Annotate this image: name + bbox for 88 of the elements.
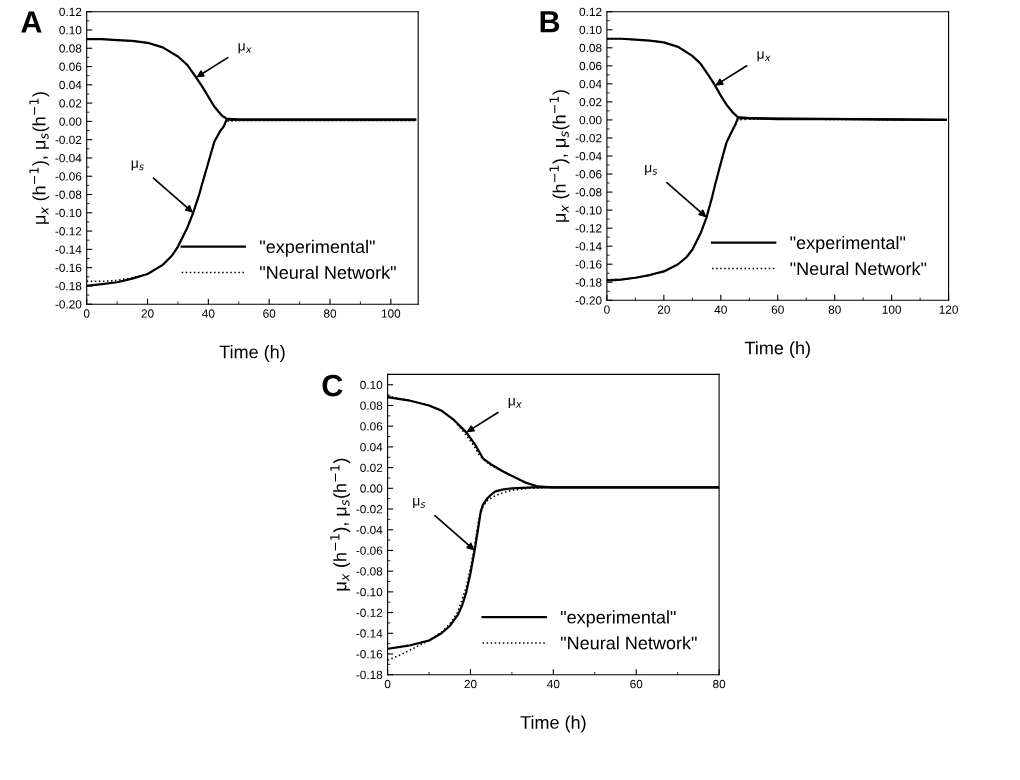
y-tick-label: 0.06 bbox=[360, 422, 383, 431]
y-tick-label: 0.06 bbox=[579, 61, 602, 71]
annotation: μ$_{s}$ bbox=[645, 164, 658, 175]
x-tick-label: 80 bbox=[713, 679, 726, 689]
x-tick-label: 100 bbox=[381, 309, 401, 318]
y-tick-label: -0.10 bbox=[575, 206, 602, 215]
x-tick-label: 0 bbox=[384, 679, 391, 689]
y-tick-label: 0.08 bbox=[360, 401, 383, 410]
y-tick-label: -0.16 bbox=[356, 650, 383, 659]
legend-label: "experimental" bbox=[260, 239, 375, 257]
y-tick-label: -0.04 bbox=[55, 153, 82, 163]
y-tick-label: -0.08 bbox=[55, 190, 82, 199]
y-tick-label: 0.00 bbox=[360, 484, 383, 493]
y-tick-label: -0.06 bbox=[356, 546, 383, 555]
y-tick-label: -0.10 bbox=[356, 587, 383, 597]
x-tick-label: 40 bbox=[714, 305, 727, 314]
x-tick-label: 60 bbox=[771, 305, 784, 314]
text: μ$_{x}$ (h$^{−1}$), μ$_{s}$(h$^{−1}$) bbox=[549, 90, 570, 222]
y-tick-label: -0.04 bbox=[575, 152, 602, 161]
x-tick-label: 0 bbox=[604, 305, 610, 314]
y-tick-label: -0.08 bbox=[356, 567, 383, 576]
x-tick-label: 80 bbox=[828, 305, 841, 314]
y-tick-label: -0.04 bbox=[356, 525, 383, 535]
y-tick-label: 0.08 bbox=[59, 44, 82, 53]
legend-label: "Neural Network" bbox=[560, 636, 697, 650]
legend-label: "experimental" bbox=[560, 610, 676, 628]
y-tick-label: 0.08 bbox=[579, 43, 602, 53]
y-tick-label: -0.20 bbox=[575, 296, 602, 305]
text: μ$_{x}$ (h$^{−1}$), μ$_{s}$(h$^{−1}$) bbox=[29, 92, 50, 224]
x-tick-label: 20 bbox=[464, 679, 477, 689]
x-tick-label: 60 bbox=[630, 679, 643, 689]
x-axis-title: Time (h) bbox=[219, 345, 285, 362]
legend-label: "Neural Network" bbox=[260, 265, 396, 279]
x-tick-label: 100 bbox=[882, 305, 902, 314]
x-axis-title: Time (h) bbox=[744, 341, 810, 358]
y-tick-label: 0.10 bbox=[59, 26, 82, 35]
x-tick-label: 120 bbox=[939, 305, 958, 314]
annotation: μ$_{x}$ bbox=[508, 398, 522, 409]
y-tick-label: 0.02 bbox=[360, 463, 383, 472]
x-tick-label: 40 bbox=[202, 309, 215, 318]
y-tick-label: -0.02 bbox=[575, 134, 602, 143]
annotation: μ$_{s}$ bbox=[413, 498, 426, 509]
y-tick-label: -0.14 bbox=[55, 245, 82, 254]
annotation: μ$_{x}$ bbox=[238, 43, 252, 54]
y-tick-label: -0.12 bbox=[55, 227, 82, 236]
chart-title: B bbox=[540, 11, 560, 33]
y-tick-label: -0.10 bbox=[55, 208, 82, 218]
annotation: μ$_{x}$ bbox=[757, 51, 771, 62]
y-tick-label: -0.16 bbox=[575, 260, 602, 269]
legend-label: "Neural Network" bbox=[790, 261, 927, 276]
y-tick-label: -0.18 bbox=[55, 281, 82, 291]
x-tick-label: 80 bbox=[323, 309, 337, 318]
x-tick-label: 60 bbox=[263, 309, 276, 318]
y-tick-label: -0.06 bbox=[55, 172, 82, 181]
annotation: μ$_{s}$ bbox=[131, 160, 144, 171]
y-tick-label: 0.06 bbox=[59, 62, 82, 71]
y-tick-label: 0.12 bbox=[59, 7, 82, 17]
x-tick-label: 20 bbox=[657, 305, 670, 314]
y-tick-label: 0.02 bbox=[59, 99, 82, 108]
x-tick-label: 0 bbox=[83, 309, 90, 318]
y-tick-label: 0.04 bbox=[360, 442, 383, 452]
y-tick-label: 0.02 bbox=[579, 97, 602, 107]
text: μ$_{x}$ (h$^{−1}$), μ$_{s}$(h$^{−1}$) bbox=[330, 458, 351, 591]
legend-label: "experimental" bbox=[790, 235, 906, 253]
x-tick-label: 40 bbox=[547, 679, 560, 689]
y-tick-label: -0.02 bbox=[356, 505, 383, 514]
y-tick-label: 0.00 bbox=[579, 115, 602, 125]
y-tick-label: -0.14 bbox=[575, 242, 602, 251]
y-tick-label: 0.10 bbox=[579, 25, 602, 35]
y-tick-label: -0.18 bbox=[575, 278, 602, 287]
y-tick-label: 0.04 bbox=[59, 80, 82, 90]
y-tick-label: -0.14 bbox=[356, 629, 383, 638]
y-tick-label: -0.02 bbox=[55, 135, 82, 145]
y-tick-label: 0.04 bbox=[579, 79, 602, 89]
y-tick-label: -0.12 bbox=[356, 608, 383, 617]
y-tick-label: -0.20 bbox=[55, 300, 82, 309]
y-tick-label: 0.12 bbox=[579, 7, 602, 17]
y-tick-label: -0.12 bbox=[575, 224, 602, 233]
y-tick-label: 0.10 bbox=[360, 380, 383, 390]
y-tick-label: -0.08 bbox=[575, 188, 602, 197]
chart-title: C bbox=[322, 374, 343, 397]
y-tick-label: -0.18 bbox=[356, 670, 383, 680]
y-tick-label: -0.16 bbox=[55, 263, 82, 273]
y-tick-label: 0.00 bbox=[59, 117, 82, 126]
y-tick-label: -0.06 bbox=[575, 170, 602, 179]
x-tick-label: 20 bbox=[141, 309, 154, 318]
x-axis-title: Time (h) bbox=[520, 715, 586, 733]
chart-title: A bbox=[21, 11, 42, 33]
